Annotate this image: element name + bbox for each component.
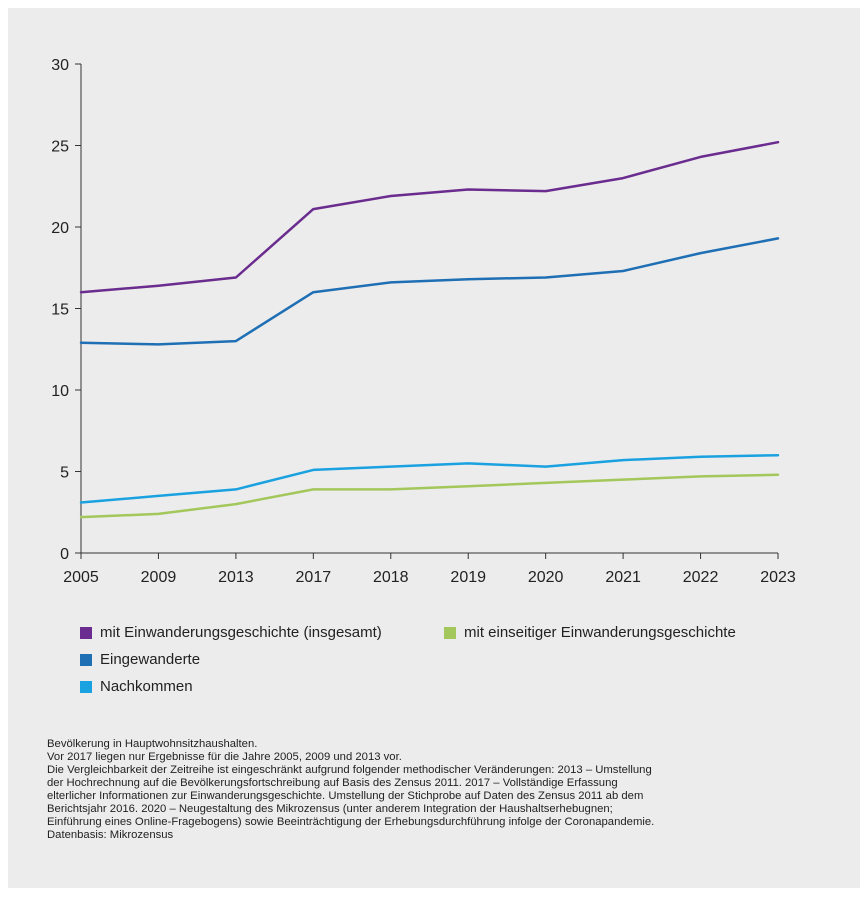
- series-line-0: [81, 142, 778, 292]
- y-tick-label: 25: [51, 139, 69, 156]
- legend-item-einseitig: mit einseitiger Einwanderungsgeschichte: [444, 624, 736, 641]
- series-line-2: [81, 238, 778, 344]
- footnote-line: Berichtsjahr 2016. 2020 – Neugestaltung …: [47, 803, 847, 816]
- legend: mit Einwanderungsgeschichte (insgesamt) …: [80, 624, 840, 704]
- footnote-line: Vor 2017 liegen nur Ergebnisse für die J…: [47, 751, 847, 764]
- legend-item-nachkommen: Nachkommen: [80, 678, 193, 695]
- legend-item-insgesamt: mit Einwanderungsgeschichte (insgesamt): [80, 624, 382, 641]
- footnotes: Bevölkerung in Hauptwohnsitzhaushalten. …: [47, 738, 847, 842]
- x-tick-label: 2022: [683, 569, 719, 586]
- x-tick-label: 2005: [63, 569, 99, 586]
- x-tick-label: 2019: [450, 569, 486, 586]
- line-chart: 0 5 10 15 20 25 30 2005 2009 2013 2017 2018 2019 2020…: [0, 0, 868, 600]
- y-tick-label: 30: [51, 57, 69, 74]
- x-tick-label: 2009: [141, 569, 177, 586]
- legend-label-nachkommen: Nachkommen: [100, 678, 193, 695]
- axes: [75, 64, 778, 559]
- series-line-1: [81, 475, 778, 517]
- x-tick-label: 2013: [218, 569, 254, 586]
- series-lines: [81, 142, 778, 517]
- x-tick-label: 2023: [760, 569, 796, 586]
- footnote-line: elterlicher Informationen zur Einwanderu…: [47, 790, 847, 803]
- legend-label-einseitig: mit einseitiger Einwanderungsgeschichte: [464, 624, 736, 641]
- y-tick-label: 5: [60, 465, 69, 482]
- y-tick-label: 10: [51, 383, 69, 400]
- legend-label-insgesamt: mit Einwanderungsgeschichte (insgesamt): [100, 624, 382, 641]
- tick-labels: 0 5 10 15 20 25 30 2005 2009 2013 2017 2018 2019 2020…: [51, 57, 796, 586]
- footnote-line: Datenbasis: Mikrozensus: [47, 829, 847, 842]
- y-tick-label: 0: [60, 546, 69, 563]
- legend-swatch-nachkommen: [80, 681, 92, 693]
- legend-swatch-einseitig: [444, 627, 456, 639]
- x-tick-label: 2020: [528, 569, 564, 586]
- legend-swatch-insgesamt: [80, 627, 92, 639]
- x-tick-label: 2018: [373, 569, 409, 586]
- y-tick-label: 15: [51, 302, 69, 319]
- legend-swatch-eingewanderte: [80, 654, 92, 666]
- series-line-3: [81, 455, 778, 502]
- x-tick-label: 2017: [296, 569, 332, 586]
- x-tick-label: 2021: [605, 569, 641, 586]
- footnote-line: Bevölkerung in Hauptwohnsitzhaushalten.: [47, 738, 847, 751]
- footnote-line: der Hochrechnung auf die Bevölkerungsfor…: [47, 777, 847, 790]
- footnote-line: Einführung eines Online-Fragebogens) sow…: [47, 816, 847, 829]
- footnote-line: Die Vergleichbarkeit der Zeitreihe ist e…: [47, 764, 847, 777]
- legend-item-eingewanderte: Eingewanderte: [80, 651, 200, 668]
- y-tick-label: 20: [51, 220, 69, 237]
- legend-label-eingewanderte: Eingewanderte: [100, 651, 200, 668]
